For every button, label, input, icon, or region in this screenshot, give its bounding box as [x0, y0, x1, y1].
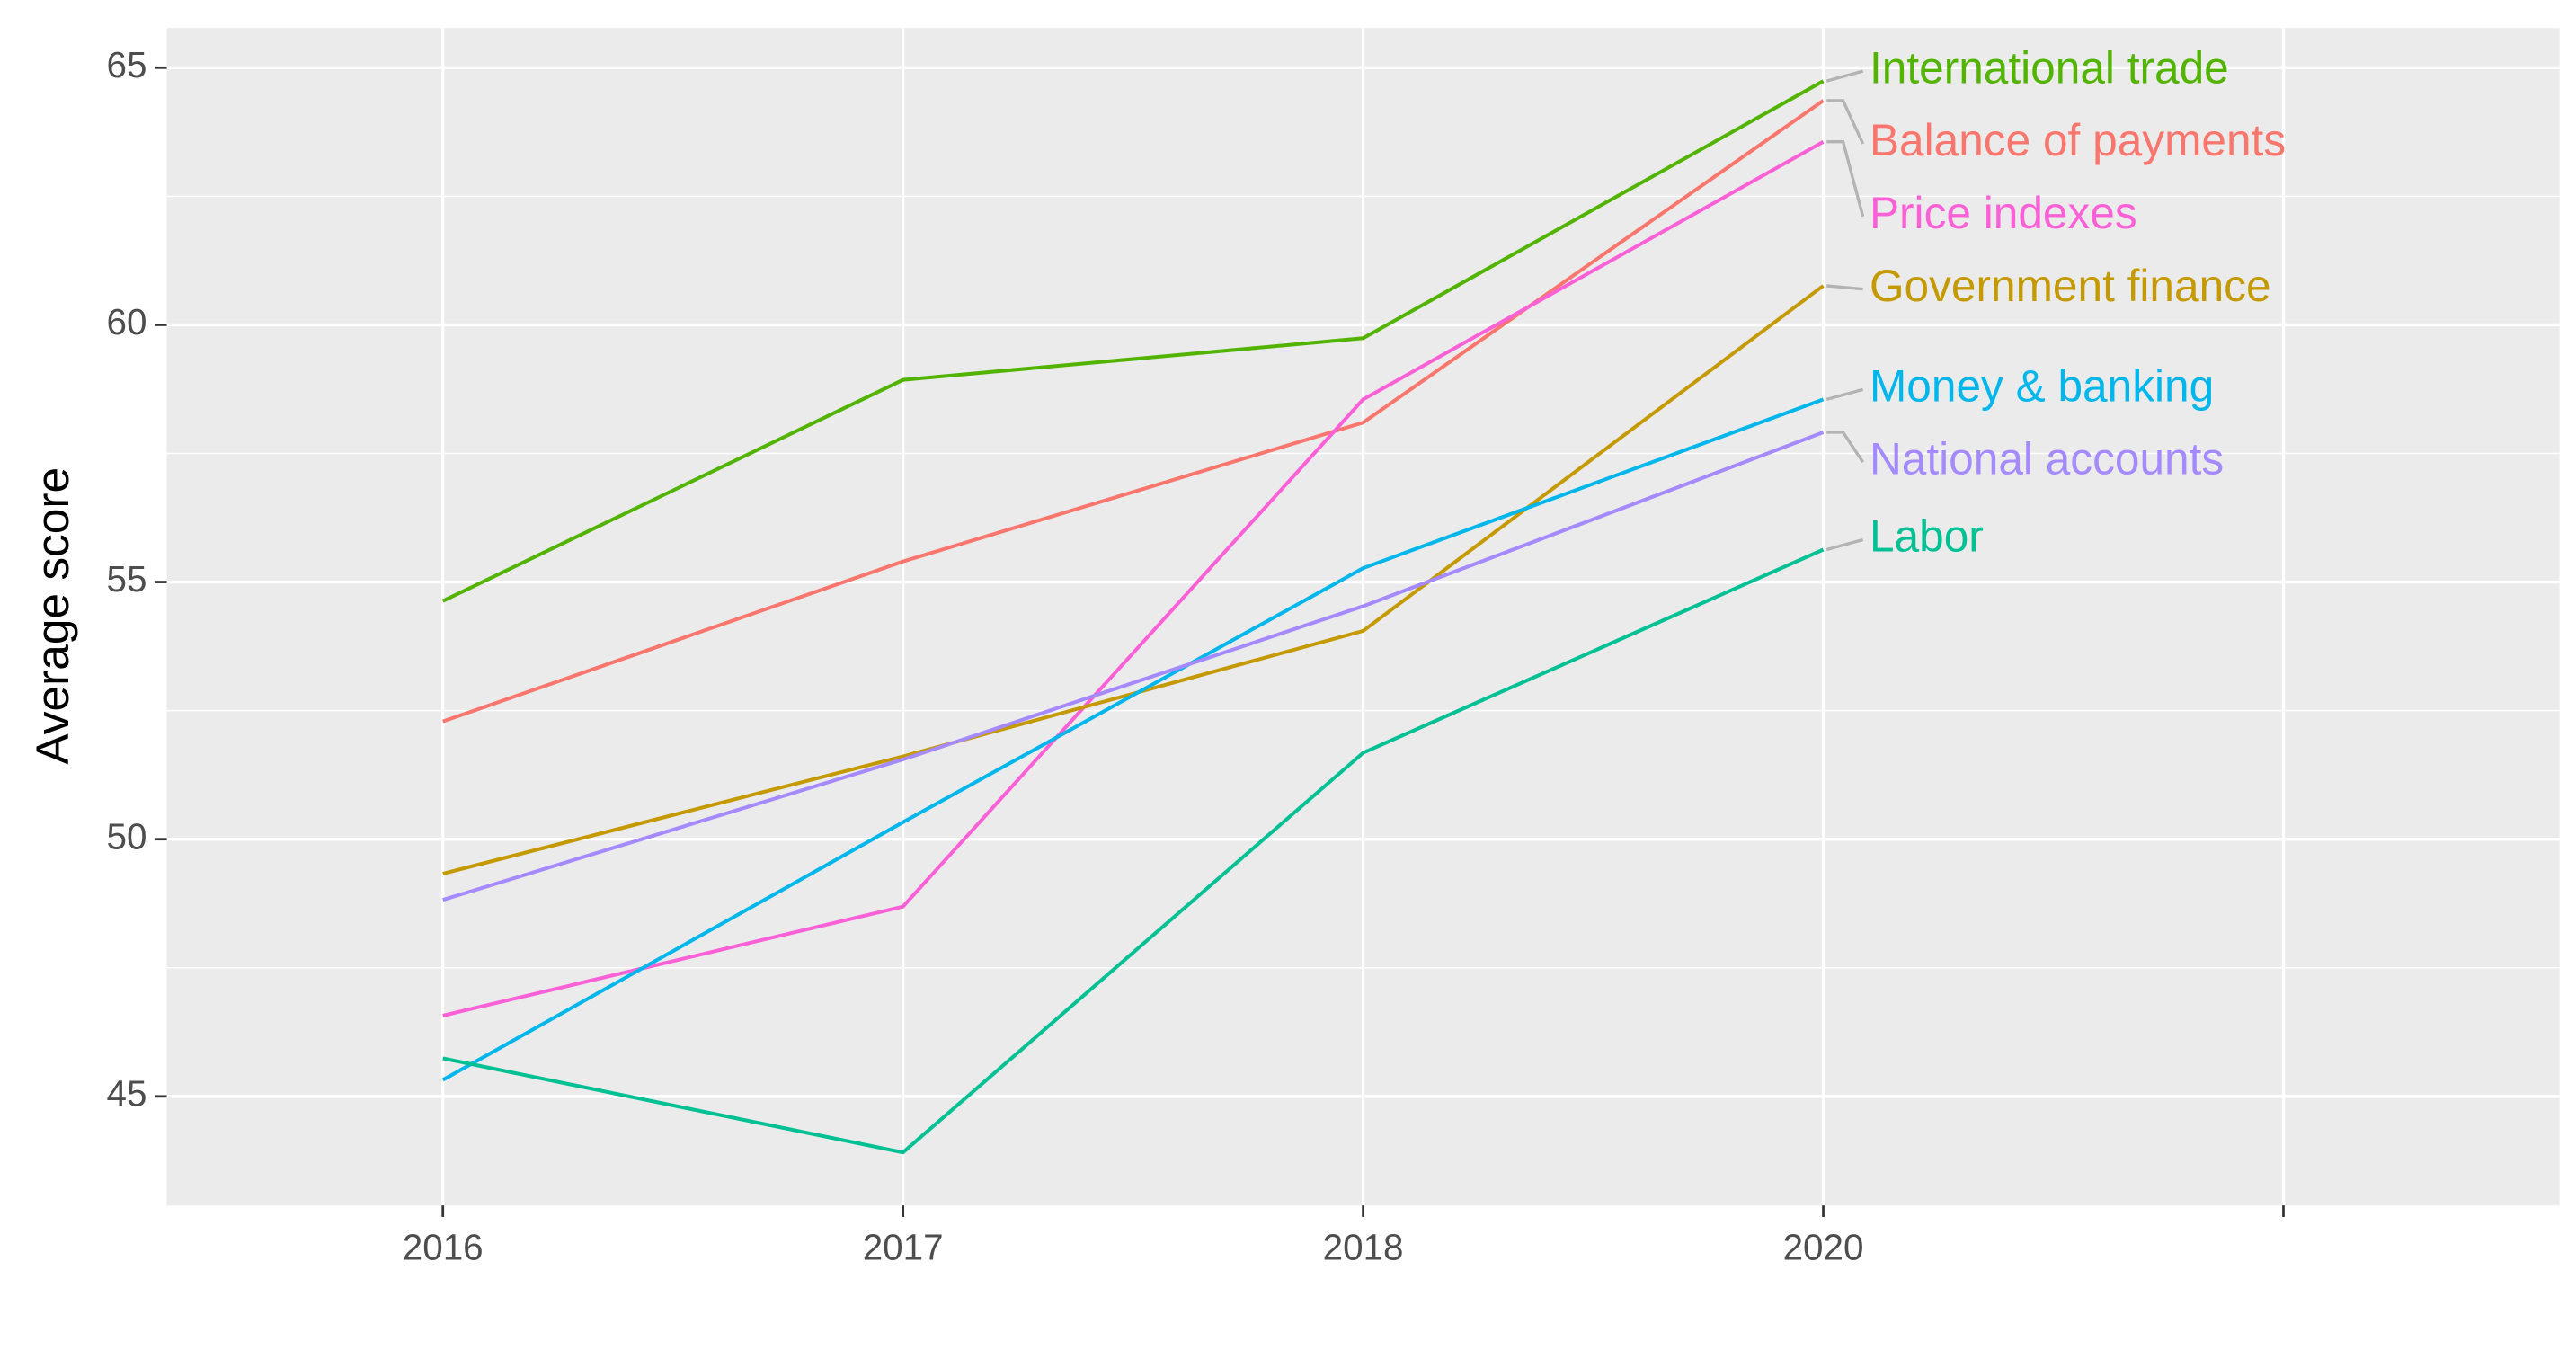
y-axis-title: Average score: [26, 467, 78, 765]
series-label: Balance of payments: [1870, 115, 2286, 165]
label-leader: [1825, 387, 1864, 402]
x-tick-label: 2017: [863, 1226, 944, 1267]
series-line: [442, 99, 1825, 724]
series-line: [442, 431, 1825, 902]
series-label: International trade: [1870, 42, 2229, 93]
series-label: Government finance: [1870, 261, 2271, 311]
series-label: Labor: [1870, 511, 1984, 562]
label-leader: [1825, 537, 1864, 552]
series-label: Money & banking: [1870, 360, 2214, 411]
label-leader: [1826, 284, 1863, 291]
x-tick-label: 2020: [1783, 1226, 1864, 1267]
y-tick-label: 65: [107, 44, 147, 85]
y-tick-label: 50: [107, 815, 147, 857]
x-tick-label: 2018: [1323, 1226, 1404, 1267]
series-line: [441, 79, 1825, 603]
series-line: [441, 397, 1825, 1082]
label-leader: [1826, 431, 1864, 464]
series-line: [442, 139, 1825, 1017]
label-leader: [1826, 140, 1865, 218]
series-label: Price indexes: [1870, 188, 2137, 238]
series-line: [442, 547, 1825, 1155]
y-tick-label: 45: [107, 1072, 147, 1114]
label-leader: [1825, 69, 1864, 83]
label-leader: [1826, 99, 1865, 145]
y-tick-label: 55: [107, 558, 147, 600]
x-tick-label: 2016: [403, 1226, 484, 1267]
y-tick-label: 60: [107, 301, 147, 342]
series-label: National accounts: [1870, 433, 2224, 484]
